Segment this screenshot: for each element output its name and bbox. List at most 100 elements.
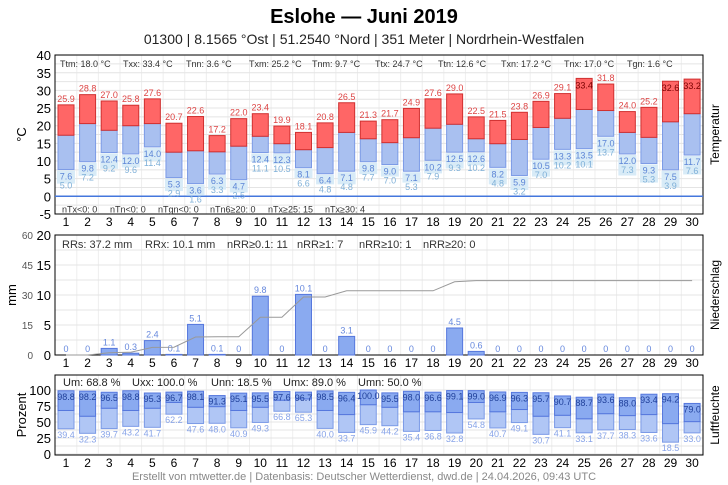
tmax-bar	[446, 93, 464, 125]
day-tick-label: 24	[556, 356, 570, 370]
day-tick-label: 28	[642, 356, 656, 370]
day-tick-label: 11	[276, 456, 289, 470]
tgn-label: 9.2	[103, 164, 116, 174]
humidity-upper-bar	[100, 391, 118, 409]
day-tick-label: 4	[127, 356, 134, 370]
y-tick-label: 15	[37, 258, 51, 273]
tgn-box	[553, 150, 572, 166]
tgn-box	[316, 174, 335, 185]
umax-label: 88.7	[575, 398, 593, 408]
tmean-bar	[402, 137, 420, 172]
tmax-label: 24.9	[403, 97, 421, 107]
umax-label: 98.8	[57, 392, 75, 402]
tmax-bar	[489, 119, 507, 145]
umin-label: 41.1	[554, 429, 572, 439]
stat-text: Um: 68.8 %	[63, 377, 121, 389]
tgn-label: 9.3	[448, 163, 461, 173]
tgn-label: 7.6	[686, 166, 699, 176]
precip-label: 0	[690, 344, 695, 354]
day-tick-label: 17	[405, 356, 419, 370]
tmax-label: 24.0	[619, 101, 637, 111]
precip-label: 0	[668, 344, 673, 354]
stat-text: Txn: 17.2 °C	[501, 59, 552, 69]
tmin-label: 8.1	[297, 170, 310, 180]
humidity-upper-bar	[618, 397, 636, 417]
stat-text: nTx≥25: 15	[268, 205, 313, 215]
humidity-upper-bar	[122, 390, 140, 411]
tmax-bar	[57, 104, 75, 136]
umax-label: 98.2	[79, 392, 97, 402]
umax-label: 99.1	[446, 392, 464, 402]
umin-label: 40.0	[316, 429, 334, 439]
day-tick-label: 12	[297, 456, 311, 470]
tmax-bar	[575, 77, 593, 110]
precip-bar	[208, 353, 226, 356]
stat-text: Umn: 50.0 %	[358, 377, 422, 389]
y-tick-label: 0	[44, 189, 51, 204]
precip-label: 0	[409, 344, 414, 354]
precip-label: 0	[517, 344, 522, 354]
y-tick-label: 10	[37, 154, 51, 169]
stat-text: Tnn: 3.6 °C	[186, 59, 232, 69]
umax-label: 98.5	[316, 392, 334, 402]
precip-label: 1.1	[103, 337, 116, 347]
tmin-label: 9.3	[643, 165, 656, 175]
umin-label: 48.0	[208, 424, 226, 434]
tmax-label: 17.2	[208, 125, 226, 135]
umax-label: 90.7	[554, 397, 572, 407]
panel-frame	[54, 374, 704, 456]
tgn-box	[618, 154, 637, 176]
humidity-lower-bar	[554, 414, 572, 429]
day-tick-label: 16	[383, 215, 397, 229]
day-tick-label: 7	[192, 456, 199, 470]
cumulative-tick-label: 30	[22, 291, 34, 302]
precip-bar	[187, 323, 205, 356]
humidity-upper-bar	[208, 395, 226, 408]
precip-label: 0.3	[125, 342, 138, 352]
tmin-label: 7.1	[405, 173, 418, 183]
humidity-upper-bar	[316, 390, 334, 411]
umax-label: 98.1	[187, 392, 205, 402]
day-tick-label: 26	[599, 215, 613, 229]
tmax-label: 22.5	[467, 106, 485, 116]
day-tick-label: 5	[149, 456, 156, 470]
precip-label: 2.4	[146, 330, 159, 340]
tmax-bar	[424, 98, 442, 129]
day-tick-label: 11	[276, 356, 289, 370]
precip-label: 0.1	[211, 343, 224, 353]
tgn-label: 13.7	[597, 147, 615, 157]
umax-label: 95.3	[144, 394, 162, 404]
tgn-box	[57, 170, 75, 184]
humidity-upper-bar	[230, 392, 248, 411]
umin-label: 54.8	[467, 420, 485, 430]
precip-label: 0	[279, 344, 284, 354]
tmax-label: 31.8	[597, 73, 615, 83]
y-tick-label: 25	[37, 431, 51, 446]
tmean-bar	[662, 121, 680, 171]
humidity-lower-bar	[122, 409, 140, 427]
humidity-lower-bar	[510, 409, 528, 424]
tmax-label: 20.8	[316, 112, 334, 122]
cumulative-precip-line	[66, 280, 693, 356]
tmax-label: 27.6	[424, 88, 442, 98]
umin-label: 43.2	[122, 427, 140, 437]
tmean-bar	[467, 138, 485, 153]
day-tick-label: 23	[534, 215, 548, 229]
stat-text: nRR≥0.1: 11	[227, 239, 288, 251]
day-tick-label: 12	[297, 356, 311, 370]
day-tick-label: 23	[534, 356, 548, 370]
tmean-bar	[618, 131, 636, 155]
stat-text: nTgn<0: 0	[158, 205, 199, 215]
precip-label: 0	[431, 344, 436, 354]
humidity-lower-bar	[57, 409, 75, 430]
umin-label: 47.6	[187, 425, 205, 435]
umin-label: 18.5	[662, 443, 680, 453]
stat-text: Tnx: 17.0 °C	[564, 59, 615, 69]
precip-bar	[165, 353, 183, 356]
day-tick-label: 25	[577, 456, 591, 470]
humidity-lower-bar	[489, 411, 507, 429]
humidity-lower-bar	[402, 411, 420, 432]
day-tick-label: 22	[513, 456, 527, 470]
umax-label: 79.0	[683, 404, 701, 414]
